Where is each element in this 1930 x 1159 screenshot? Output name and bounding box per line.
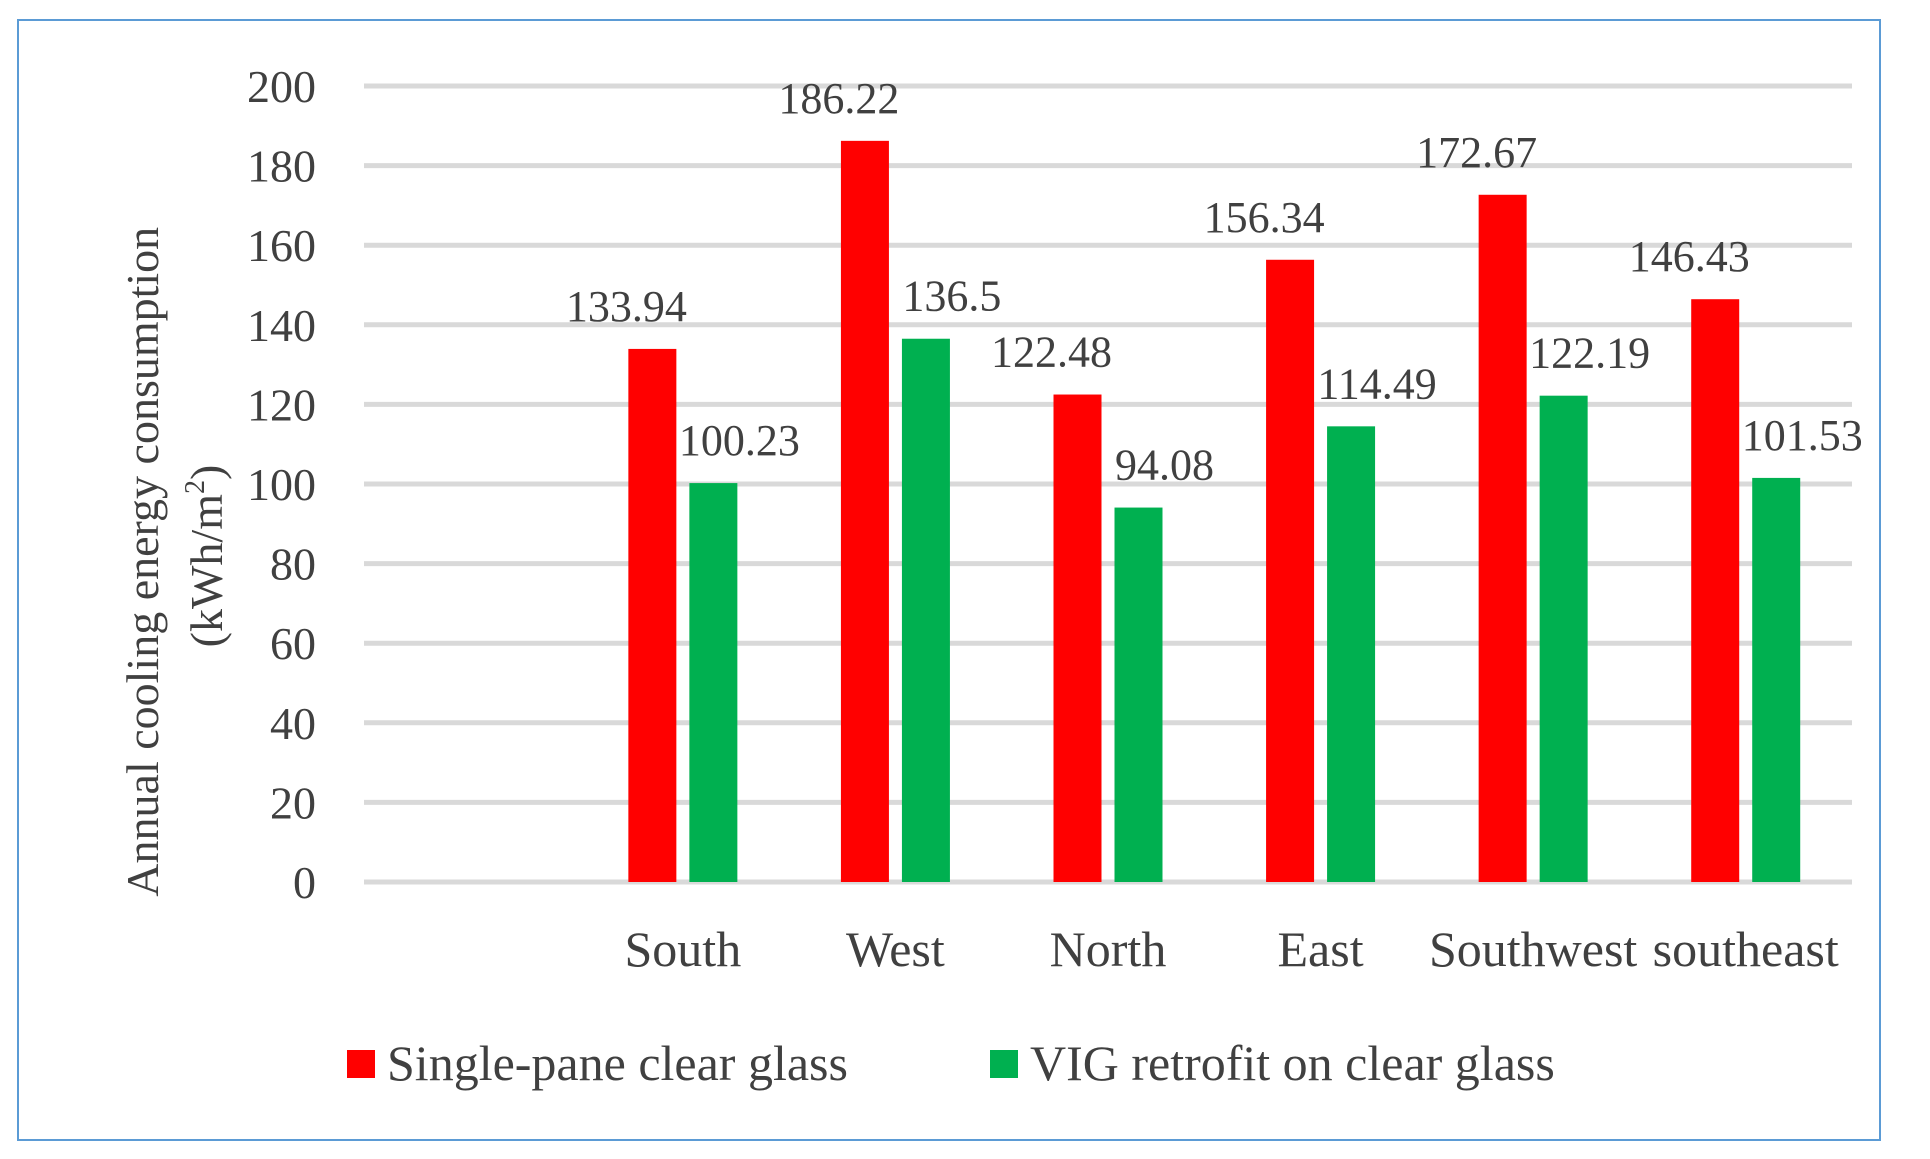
y-axis-title-unit: (kWh/m2) bbox=[180, 465, 232, 648]
bar-single-pane-east bbox=[1266, 259, 1315, 882]
data-labels: 133.94 100.23 186.22 136.5 122.48 94.08 156.34… bbox=[566, 74, 1863, 490]
y-axis-title-line1: Annual cooling energy consumption bbox=[117, 227, 168, 897]
data-label: 122.19 bbox=[1529, 329, 1650, 378]
data-label: 114.49 bbox=[1317, 359, 1436, 408]
bar-vig-southeast bbox=[1752, 477, 1801, 882]
y-tick-label: 0 bbox=[293, 857, 316, 908]
data-label: 186.22 bbox=[778, 74, 899, 123]
y-tick-label: 100 bbox=[247, 459, 316, 510]
legend: Single-pane clear glass VIG retrofit on c… bbox=[347, 1035, 1555, 1091]
y-tick-label: 200 bbox=[247, 61, 316, 112]
legend-label: Single-pane clear glass bbox=[387, 1035, 848, 1091]
bar-vig-south bbox=[689, 483, 738, 882]
legend-label: VIG retrofit on clear glass bbox=[1030, 1035, 1555, 1091]
bar-single-pane-north bbox=[1053, 394, 1102, 882]
data-label: 146.43 bbox=[1629, 232, 1750, 281]
x-axis-categories: South West North East Southwest southeast bbox=[625, 921, 1839, 977]
y-tick-label: 20 bbox=[270, 777, 316, 828]
bar-single-pane-west bbox=[840, 140, 889, 882]
y-tick-label: 160 bbox=[247, 220, 316, 271]
data-label: 94.08 bbox=[1115, 441, 1214, 490]
y-tick-label: 40 bbox=[270, 698, 316, 749]
y-tick-label: 180 bbox=[247, 141, 316, 192]
x-category-label: Southwest bbox=[1429, 921, 1637, 977]
x-category-label: West bbox=[846, 921, 945, 977]
data-label: 172.67 bbox=[1416, 128, 1537, 177]
bars bbox=[628, 140, 1801, 883]
y-axis-ticks: 0 20 40 60 80 100 120 140 160 180 200 bbox=[247, 61, 316, 908]
data-label: 100.23 bbox=[679, 416, 800, 465]
legend-swatch bbox=[347, 1050, 375, 1078]
legend-swatch bbox=[990, 1050, 1018, 1078]
bar-vig-southwest bbox=[1539, 395, 1588, 882]
bar-single-pane-southeast bbox=[1691, 299, 1740, 882]
bar-single-pane-southwest bbox=[1478, 194, 1527, 882]
y-tick-label: 140 bbox=[247, 300, 316, 351]
x-category-label: East bbox=[1278, 921, 1364, 977]
data-label: 101.53 bbox=[1742, 411, 1863, 460]
data-label: 136.5 bbox=[902, 272, 1001, 321]
y-axis-title: Annual cooling energy consumption (kWh/m… bbox=[117, 215, 232, 896]
data-label: 122.48 bbox=[991, 328, 1112, 377]
y-tick-label: 60 bbox=[270, 618, 316, 669]
y-axis-unit-prefix: (kWh/m bbox=[181, 494, 232, 648]
y-axis-unit-suffix: ) bbox=[181, 465, 232, 480]
bar-single-pane-south bbox=[628, 348, 677, 882]
bar-vig-west bbox=[901, 338, 950, 883]
x-category-label: southeast bbox=[1653, 921, 1839, 977]
x-category-label: North bbox=[1050, 921, 1167, 977]
y-tick-label: 80 bbox=[270, 539, 316, 590]
gridlines bbox=[364, 83, 1852, 885]
x-category-label: South bbox=[625, 921, 742, 977]
y-axis-unit-sup: 2 bbox=[180, 480, 211, 494]
bar-vig-north bbox=[1114, 507, 1163, 882]
bar-vig-east bbox=[1327, 426, 1376, 882]
data-label: 156.34 bbox=[1204, 193, 1325, 242]
data-label: 133.94 bbox=[566, 282, 687, 331]
y-tick-label: 120 bbox=[247, 379, 316, 430]
